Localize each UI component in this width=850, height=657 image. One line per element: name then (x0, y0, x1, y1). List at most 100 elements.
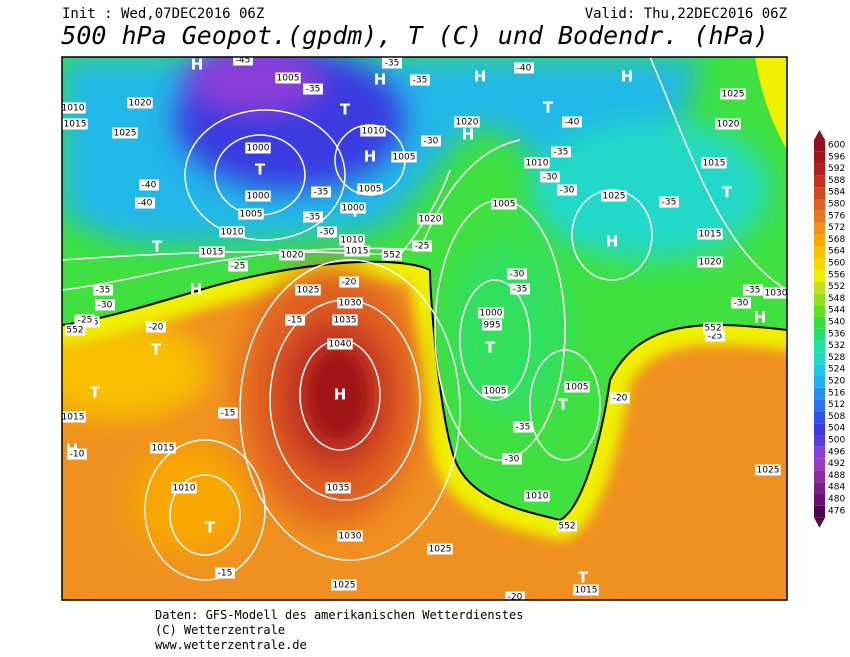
contour-label: 1035 (327, 484, 350, 494)
colorbar-label: 548 (828, 294, 845, 304)
contour-label: -35 (306, 85, 321, 95)
label-box (697, 256, 723, 268)
contour-label: -15 (218, 569, 233, 579)
contour-label: 1020 (699, 258, 722, 268)
label-box (454, 116, 480, 128)
colorbar-swatch (814, 376, 825, 388)
contour-label: 1005 (493, 200, 516, 210)
colorbar-swatch (814, 494, 825, 506)
contour-label: 1015 (152, 444, 175, 454)
contour-label: 1025 (429, 545, 452, 555)
map-title: 500 hPa Geopot.(gpdm), T (C) und Bodendr… (61, 21, 768, 50)
label-box (219, 226, 245, 238)
colorbar-label: 592 (828, 164, 845, 174)
contour-label: 552 (558, 522, 575, 532)
label-box (62, 102, 86, 114)
label-box (573, 584, 599, 596)
label-box (513, 421, 533, 433)
contour-label: 1010 (341, 236, 364, 246)
pressure-centre: T (578, 569, 589, 587)
colorbar-swatch (814, 305, 825, 317)
contour-label: 1020 (129, 99, 152, 109)
label-box (557, 184, 577, 196)
colorbar-swatch (814, 505, 825, 518)
contour-label: -20 (508, 593, 523, 603)
label-box (228, 260, 248, 272)
contour-label: -35 (306, 213, 321, 223)
contour-label: 1015 (201, 248, 224, 258)
colorbar-swatch (814, 246, 825, 258)
label-box (755, 464, 781, 476)
label-box (67, 448, 87, 460)
init-time: Init : Wed,07DEC2016 06Z (62, 6, 264, 22)
colorbar-label: 520 (828, 377, 845, 387)
footer-copyright: (C) Wetterzentrale (155, 623, 285, 637)
colorbar-swatch (814, 458, 825, 471)
label-box (540, 171, 560, 183)
pressure-centre: H (754, 309, 767, 327)
map-labels: HHHHTTHTHTTHTHTTHTTHTHT10051010101510201… (62, 57, 788, 603)
contour-label: 1025 (114, 129, 137, 139)
contour-label: 552 (704, 324, 721, 334)
colorbar-label: 500 (828, 436, 845, 446)
contour-label: 995 (483, 321, 500, 331)
label-box (275, 72, 301, 84)
colorbar-swatch (814, 175, 825, 188)
pressure-centre: T (340, 101, 351, 119)
colorbar-swatch (814, 140, 825, 152)
contour-label: -35 (662, 198, 677, 208)
contour-label: -35 (96, 286, 111, 296)
label-box (697, 228, 723, 240)
label-box (337, 297, 363, 309)
colorbar-label: 564 (828, 247, 845, 257)
colorbar-swatch (814, 222, 825, 235)
label-box (502, 453, 522, 465)
contour-label: -35 (516, 423, 531, 433)
label-box (146, 321, 166, 333)
label-box (514, 62, 534, 74)
contour-label: 1010 (62, 104, 85, 114)
contour-label: 1015 (64, 120, 87, 130)
label-box (238, 208, 264, 220)
colorbar-label: 496 (828, 447, 845, 457)
colorbar-swatch (814, 258, 825, 270)
contour-label: -40 (142, 181, 157, 191)
label-box (482, 385, 508, 397)
colorbar-swatch (814, 234, 825, 247)
colorbar-label: 476 (828, 506, 845, 516)
contour-label: -35 (413, 76, 428, 86)
contour-label: 1005 (484, 387, 507, 397)
label-box (507, 268, 527, 280)
colorbar-swatch (814, 210, 825, 223)
contour-label: 1005 (240, 210, 263, 220)
colorbar-label: 480 (828, 495, 845, 505)
contour-label: 1020 (717, 120, 740, 130)
pressure-centre: H (621, 68, 634, 86)
contour-label: -35 (513, 285, 528, 295)
label-box (311, 186, 331, 198)
label-box (557, 520, 577, 532)
colorbar-label: 488 (828, 471, 845, 481)
label-box (417, 213, 443, 225)
contour-label: -30 (560, 186, 575, 196)
label-box (93, 284, 113, 296)
label-box (427, 543, 453, 555)
contour-label: 1030 (339, 532, 362, 542)
label-box (743, 284, 763, 296)
label-box (303, 83, 323, 95)
label-box (303, 211, 323, 223)
label-box (524, 490, 550, 502)
colorbar-label: 580 (828, 200, 845, 210)
label-box (551, 146, 571, 158)
contour-label: -15 (221, 409, 236, 419)
contour-label: 1005 (393, 153, 416, 163)
contour-label: 1030 (765, 289, 788, 299)
label-box (337, 530, 363, 542)
pressure-centre: H (462, 126, 475, 144)
contour-label: 1010 (526, 159, 549, 169)
label-box (279, 249, 305, 261)
pressure-centre: H (334, 386, 347, 404)
colorbar-label: 484 (828, 483, 845, 493)
colorbar-label: 556 (828, 270, 845, 280)
